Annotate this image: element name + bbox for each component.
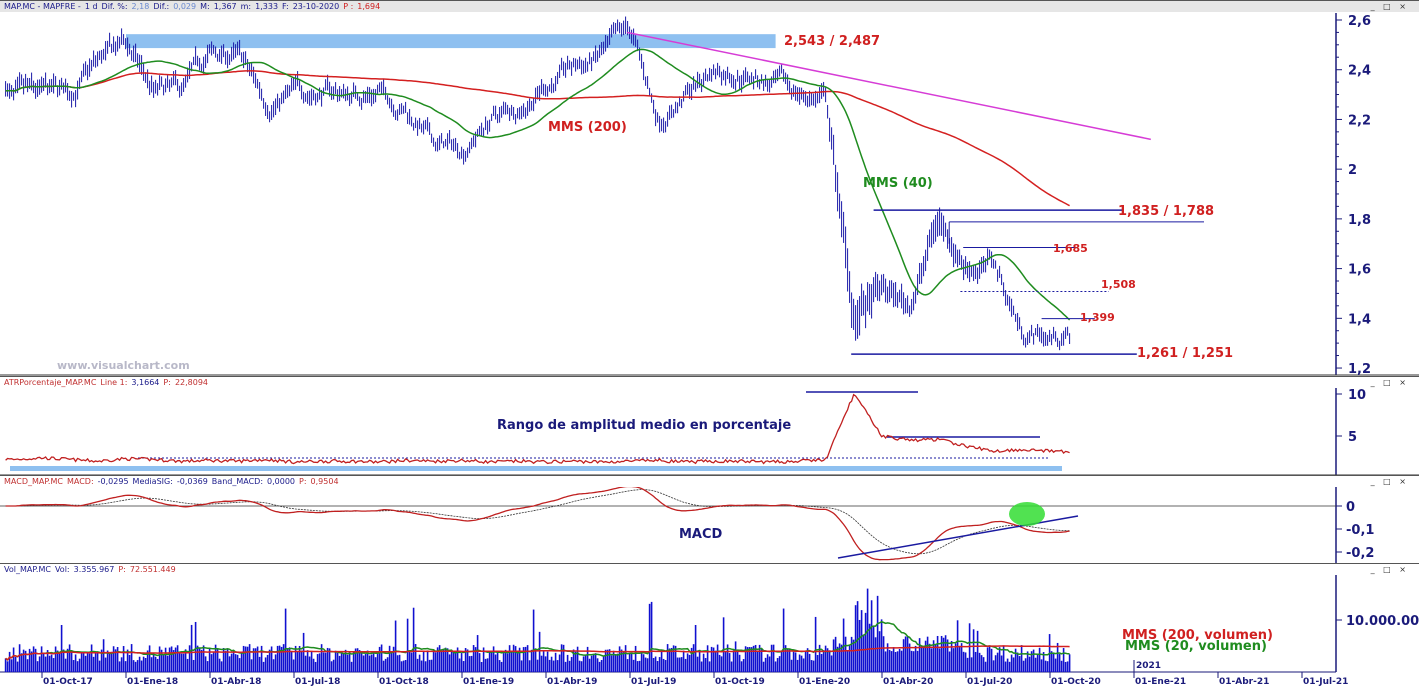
y-tick-label: 10 bbox=[1348, 388, 1366, 403]
label-1685: 1,685 bbox=[1053, 242, 1088, 255]
p-value: 72.551.449 bbox=[129, 565, 176, 574]
y-tick-label: 1,2 bbox=[1348, 362, 1371, 377]
label: MACD: bbox=[66, 477, 94, 486]
macd-signal-line bbox=[5, 489, 1070, 555]
indicator-name: ATRPorcentaje_MAP.MC bbox=[4, 378, 97, 387]
atr-annotation: Rango de amplitud medio en porcentaje bbox=[497, 418, 791, 433]
x-tick-label: 01-Abr-18 bbox=[211, 677, 261, 686]
label: MediaSIG: bbox=[132, 477, 173, 486]
label: Band_MACD: bbox=[211, 477, 264, 486]
atr-base-band bbox=[10, 466, 1062, 471]
max: 1,367 bbox=[213, 2, 237, 11]
ma40-label: MMS (40) bbox=[863, 176, 933, 191]
volume-ma200-line bbox=[5, 645, 1070, 661]
macd-panel-header: MACD_MAP.MC MACD: -0,0295 MediaSIG: -0,0369 B… bbox=[0, 475, 1419, 487]
label: Line 1: bbox=[100, 378, 128, 387]
label: M: bbox=[200, 2, 210, 11]
dif-pct: 2,18 bbox=[131, 2, 150, 11]
macd-trendline bbox=[837, 515, 1079, 559]
label-1261: 1,261 / 1,251 bbox=[1137, 346, 1233, 361]
label: Vol: bbox=[54, 565, 70, 574]
year-label: 2021 bbox=[1136, 661, 1161, 671]
macd-line bbox=[5, 485, 1070, 561]
volume-value: 3.355.967 bbox=[73, 565, 115, 574]
ma40-line bbox=[5, 48, 1071, 321]
date: 23-10-2020 bbox=[292, 2, 340, 11]
watermark: www.visualchart.com bbox=[57, 359, 190, 372]
y-tick-label: -0,2 bbox=[1346, 546, 1374, 561]
y-tick-label: -0,1 bbox=[1346, 523, 1374, 538]
macd-highlight-ellipse bbox=[1009, 502, 1045, 526]
atr-value: 3,1664 bbox=[131, 378, 160, 387]
x-tick-label: 01-Oct-18 bbox=[379, 677, 429, 686]
ma200-label: MMS (200) bbox=[548, 120, 627, 135]
atr-line bbox=[5, 393, 1070, 465]
macd-value: -0,0295 bbox=[97, 477, 129, 486]
label-1508: 1,508 bbox=[1101, 278, 1136, 291]
ma200-line bbox=[5, 70, 1070, 207]
x-tick-label: 01-Abr-19 bbox=[547, 677, 597, 686]
atr-panel-header: ATRPorcentaje_MAP.MC Line 1: 3,1664 P: 22,80… bbox=[0, 376, 1419, 388]
x-tick-label: 01-Ene-19 bbox=[463, 677, 514, 686]
x-tick-label: 01-Abr-20 bbox=[883, 677, 933, 686]
volume-panel-header: Vol_MAP.MC Vol: 3.355.967 P: 72.551.449 _ □ … bbox=[0, 563, 1419, 575]
label-2543: 2,543 / 2,487 bbox=[784, 34, 880, 49]
y-tick-label: 10.000.00 bbox=[1346, 614, 1419, 629]
y-tick-label: 1,6 bbox=[1348, 263, 1371, 278]
indicator-name: Vol_MAP.MC bbox=[4, 565, 51, 574]
y-tick-label: 2,2 bbox=[1348, 113, 1371, 128]
label: m: bbox=[240, 2, 252, 11]
label: P: bbox=[163, 378, 171, 387]
x-tick-label: 01-Oct-17 bbox=[43, 677, 93, 686]
p-value: 0,9504 bbox=[310, 477, 339, 486]
price-panel-header: MAP.MC - MAPFRE -1 d Dif. %: 2,18 Dif.: 0,02… bbox=[0, 0, 1419, 12]
resistance-band bbox=[126, 34, 776, 49]
p-value: 22,8094 bbox=[174, 378, 209, 387]
y-tick-label: 2,4 bbox=[1348, 64, 1371, 79]
y-tick-label: 5 bbox=[1348, 430, 1357, 445]
p-value: 1,694 bbox=[357, 2, 381, 11]
label: P: bbox=[299, 477, 307, 486]
symbol: MAP.MC - MAPFRE - bbox=[4, 2, 81, 11]
window-controls[interactable]: _ □ × bbox=[1370, 565, 1409, 574]
dif: 0,029 bbox=[173, 2, 197, 11]
min: 1,333 bbox=[255, 2, 279, 11]
window-controls[interactable]: _ □ × bbox=[1370, 477, 1409, 486]
label-1835: 1,835 / 1,788 bbox=[1118, 204, 1214, 219]
volume-legend-ma20: MMS (20, volumen) bbox=[1125, 639, 1267, 654]
x-tick-label: 01-Ene-20 bbox=[799, 677, 850, 686]
x-tick-label: 01-Jul-20 bbox=[967, 677, 1012, 686]
band-value: 0,0000 bbox=[267, 477, 296, 486]
window-controls[interactable]: _ □ × bbox=[1370, 378, 1409, 387]
label: Dif.: bbox=[153, 2, 170, 11]
x-tick-label: 01-Abr-21 bbox=[1219, 677, 1269, 686]
label: Dif. %: bbox=[101, 2, 128, 11]
label: P: bbox=[118, 565, 126, 574]
x-tick-label: 01-Oct-19 bbox=[715, 677, 765, 686]
label: F: bbox=[282, 2, 289, 11]
y-tick-label: 1,4 bbox=[1348, 312, 1371, 327]
x-tick-label: 01-Jul-18 bbox=[295, 677, 340, 686]
trendline bbox=[627, 31, 1151, 141]
x-tick-label: 01-Ene-21 bbox=[1135, 677, 1186, 686]
volume-legend-ma200: MMS (200, volumen) bbox=[1122, 628, 1273, 643]
y-tick-label: 2,6 bbox=[1348, 14, 1371, 29]
signal-value: -0,0369 bbox=[176, 477, 208, 486]
period: 1 d bbox=[84, 2, 98, 11]
window-controls[interactable]: _ □ × bbox=[1370, 2, 1409, 11]
x-tick-label: 01-Jul-19 bbox=[631, 677, 676, 686]
indicator-name: MACD_MAP.MC bbox=[4, 477, 63, 486]
y-tick-label: 1,8 bbox=[1348, 213, 1371, 228]
macd-annotation: MACD bbox=[679, 527, 723, 542]
label-1399: 1,399 bbox=[1080, 311, 1115, 324]
volume-ma20-line bbox=[5, 620, 1070, 661]
x-tick-label: 01-Jul-21 bbox=[1303, 677, 1348, 686]
y-tick-label: 2 bbox=[1348, 163, 1357, 178]
label: P : bbox=[343, 2, 354, 11]
x-tick-label: 01-Ene-18 bbox=[127, 677, 178, 686]
y-tick-label: 0 bbox=[1346, 500, 1355, 515]
x-tick-label: 01-Oct-20 bbox=[1051, 677, 1101, 686]
